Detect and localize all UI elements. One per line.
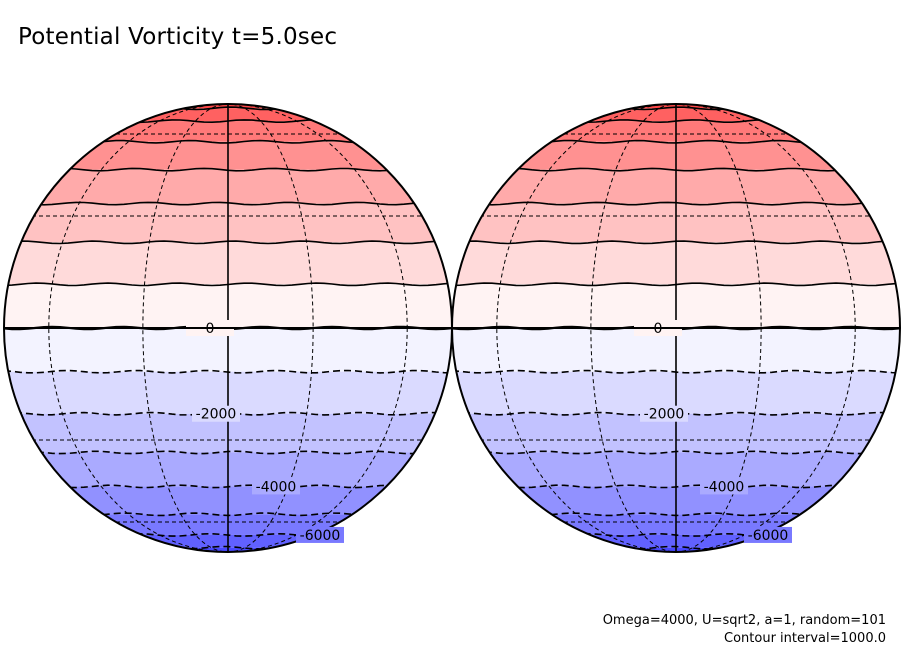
contour-line: [452, 282, 900, 287]
contour-line: [4, 167, 452, 172]
contour-label-background: [296, 526, 344, 543]
contour-line: [4, 450, 452, 455]
contour-label: -2000: [196, 407, 237, 423]
contour-label-background: [192, 405, 240, 422]
contour-line: [452, 450, 900, 455]
contour-label: -6000: [300, 528, 341, 544]
contour-line: [4, 201, 452, 206]
contour-line: [452, 201, 900, 206]
contour-line: [4, 240, 452, 245]
contour-line: [452, 369, 900, 374]
contour-line: [452, 167, 900, 172]
contour-label-background: [640, 405, 688, 422]
contour-label-background: [252, 478, 300, 495]
parameters-note: Omega=4000, U=sqrt2, a=1, random=101: [602, 613, 886, 628]
contour-interval-note: Contour interval=1000.0: [724, 631, 886, 646]
contour-label: -2000: [644, 407, 685, 423]
contour-label-background: [744, 526, 792, 543]
contour-line: [452, 484, 900, 489]
contour-label: -4000: [256, 479, 297, 495]
contour-line: [452, 240, 900, 245]
contour-label: -4000: [704, 479, 745, 495]
chart-title: Potential Vorticity t=5.0sec: [18, 24, 338, 50]
contour-line: [4, 369, 452, 374]
contour-label-background: [700, 478, 748, 495]
contour-line: [4, 484, 452, 489]
contour-line: [4, 282, 452, 287]
contour-label: -6000: [748, 528, 789, 544]
